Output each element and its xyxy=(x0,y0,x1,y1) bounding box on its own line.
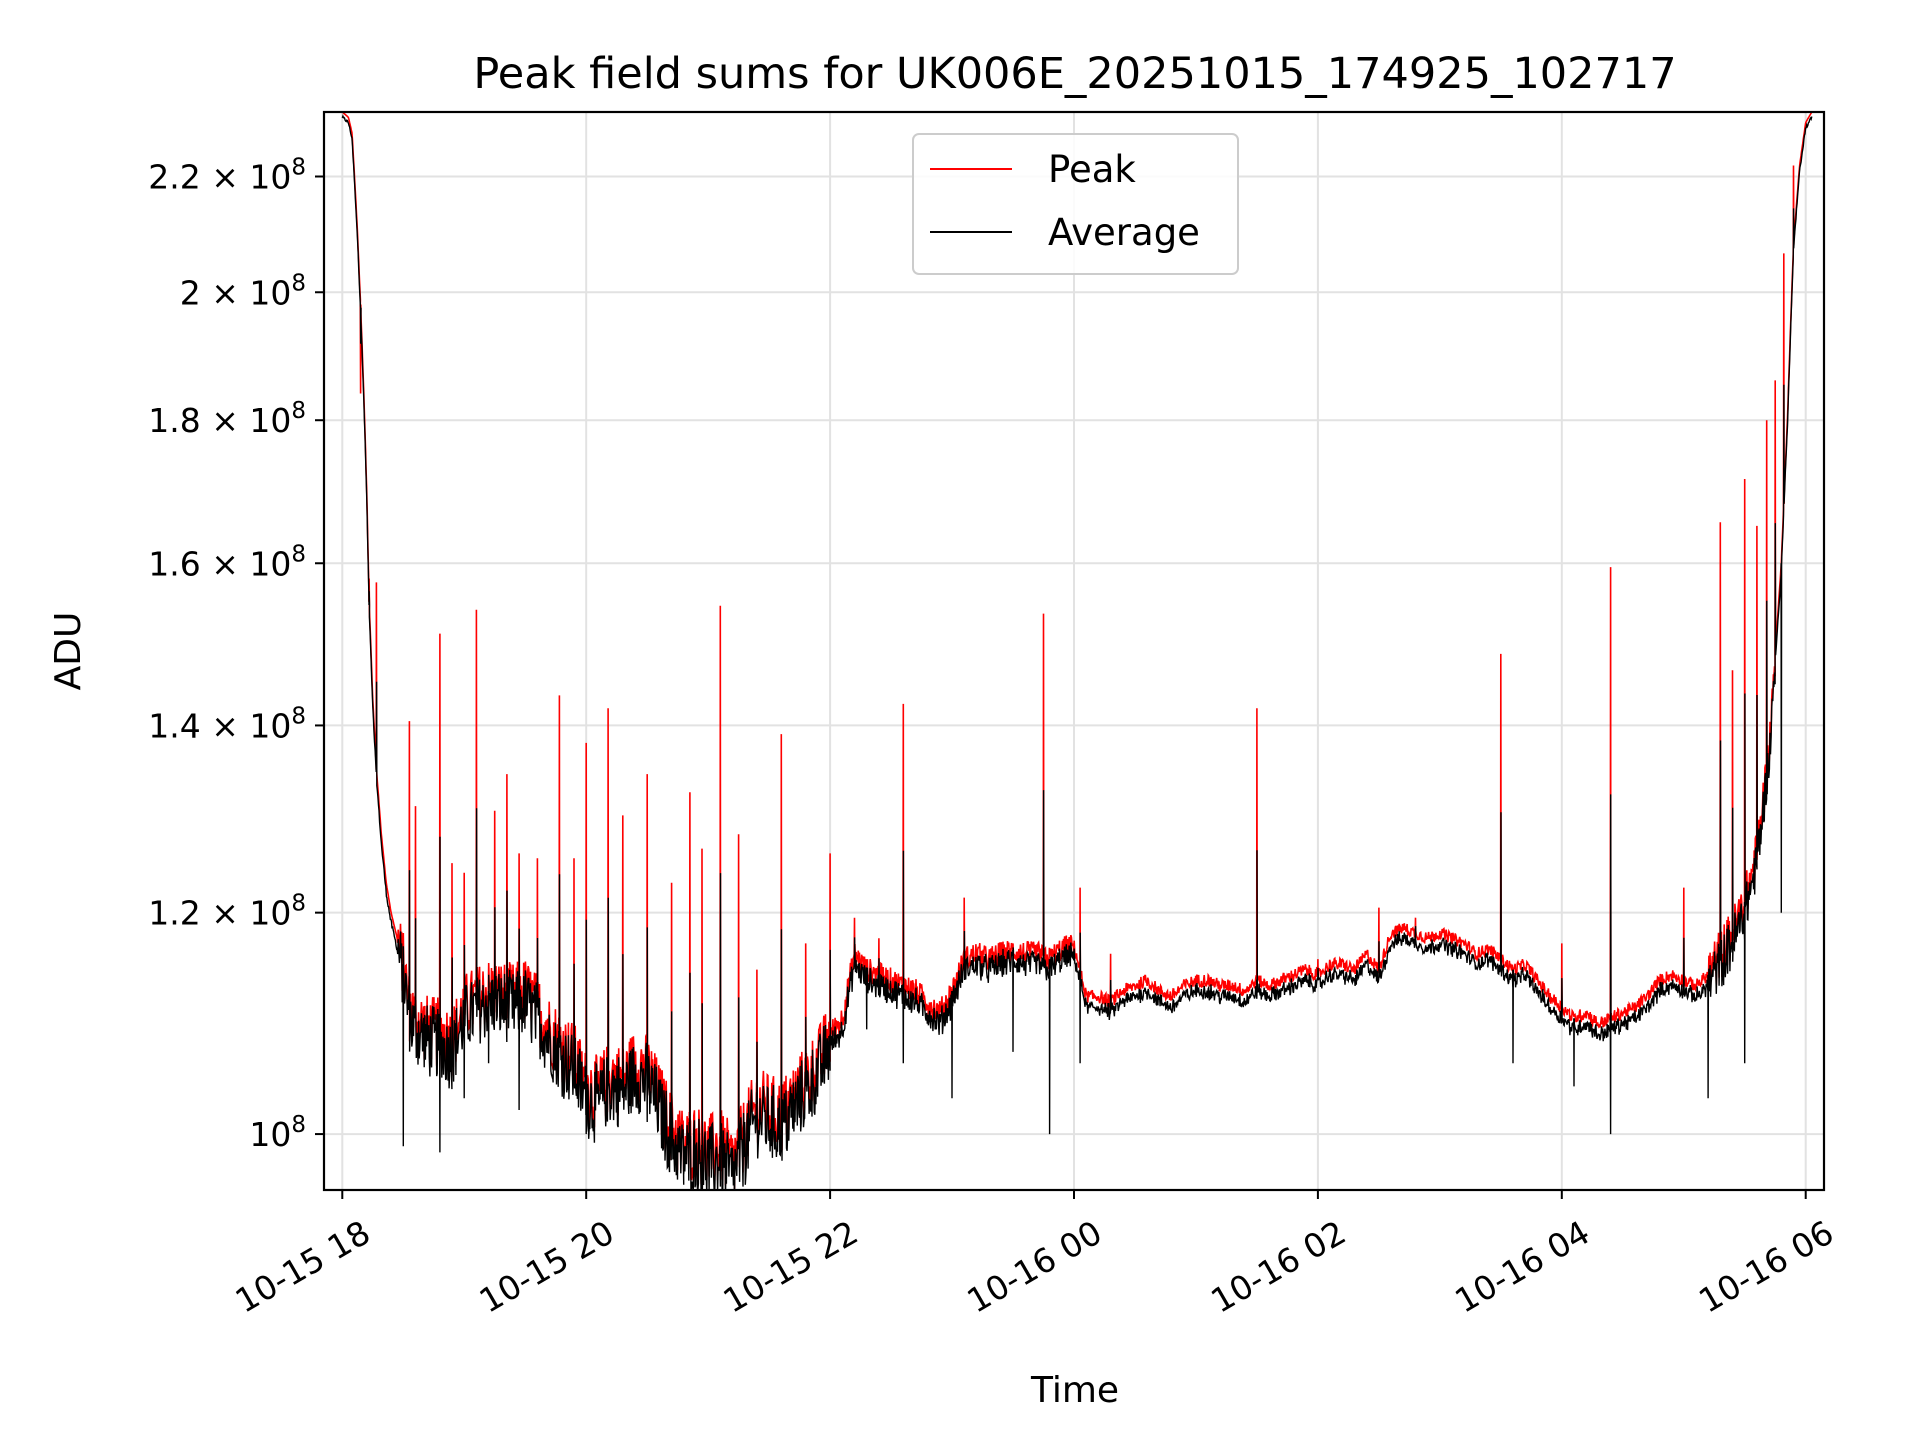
y-tick-label: 2 × 108 xyxy=(180,270,306,312)
y-tick-label: 2.2 × 108 xyxy=(148,155,306,197)
series-average-line xyxy=(341,114,1813,1190)
legend: Peak Average xyxy=(912,133,1239,275)
x-axis-label: Time xyxy=(1030,1370,1119,1411)
y-tick-label: 1.6 × 108 xyxy=(148,541,306,583)
y-tick-label: 1.2 × 108 xyxy=(148,891,306,933)
y-tick-label: 108 xyxy=(249,1112,306,1154)
y-axis: 108 1.2 × 108 1.4 × 108 1.6 × 108 1.8 × 108 2… xyxy=(148,155,324,1154)
legend-peak-label: Peak xyxy=(1048,148,1136,191)
chart-title: Peak field sums for UK006E_20251015_1749… xyxy=(473,49,1676,99)
legend-average-label: Average xyxy=(1048,211,1200,254)
series-peak-line xyxy=(341,112,1813,1190)
y-tick-label: 1.4 × 108 xyxy=(148,703,306,745)
y-tick-label: 1.8 × 108 xyxy=(148,398,306,440)
y-axis-label: ADU xyxy=(48,612,89,691)
series-layer xyxy=(341,112,1813,1190)
